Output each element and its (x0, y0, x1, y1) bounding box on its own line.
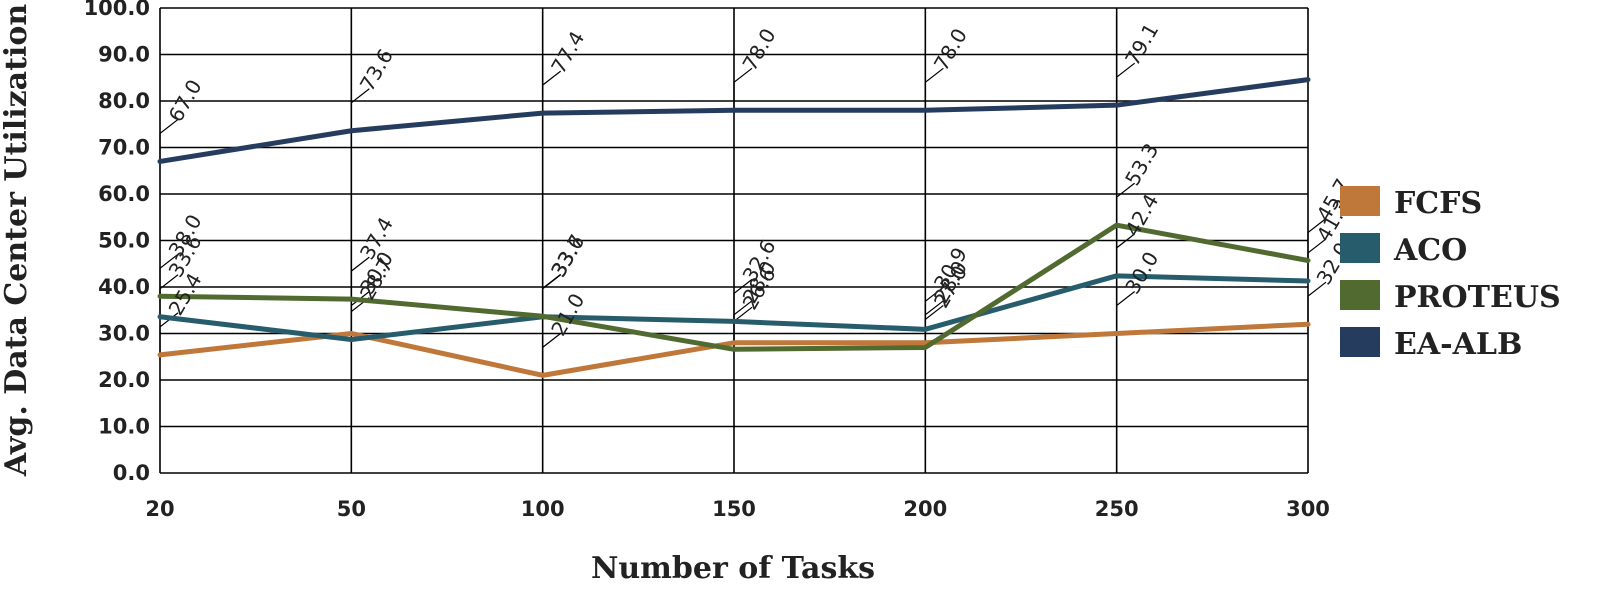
y-tick-label: 0.0 (113, 461, 150, 485)
y-tick-label: 100.0 (84, 0, 150, 20)
data-label-leader (159, 253, 179, 297)
x-axis-title: Number of Tasks (591, 551, 875, 586)
x-tick-label: 200 (903, 497, 947, 521)
legend-label-ea-alb: EA-ALB (1394, 327, 1522, 362)
y-axis-title: Avg. Data Center Utilization (0, 4, 34, 477)
data-label-leader (1116, 182, 1136, 226)
data-label: 77.4 (546, 27, 589, 78)
x-tick-label: 150 (712, 497, 756, 521)
y-tick-label: 30.0 (98, 322, 150, 346)
x-tick-label: 250 (1095, 497, 1139, 521)
data-label-leader (924, 67, 944, 111)
y-tick-label: 10.0 (98, 415, 150, 439)
y-tick-label: 60.0 (98, 182, 150, 206)
series-line-aco (157, 273, 1311, 343)
data-label: 33.7 (546, 230, 589, 281)
legend-swatch-ea-alb (1340, 327, 1380, 357)
data-label-leader (159, 118, 179, 162)
x-tick-label: 20 (145, 497, 174, 521)
data-label: 78.0 (929, 24, 972, 75)
grid (159, 7, 1309, 474)
data-label: 79.1 (1120, 19, 1163, 70)
x-tick-label: 100 (521, 497, 565, 521)
y-tick-label: 50.0 (98, 229, 150, 253)
series-line-fcfs (157, 321, 1311, 378)
y-tick-label: 90.0 (98, 43, 150, 67)
data-label-leader (924, 304, 944, 348)
data-label-leader (733, 67, 753, 111)
data-label: 73.6 (355, 45, 398, 96)
data-label-leader (542, 70, 562, 114)
leader-lines (159, 62, 1327, 376)
legend-label-fcfs: FCFS (1394, 186, 1482, 221)
data-label-leader (542, 273, 562, 317)
series-line-ea-alb (157, 77, 1311, 164)
data-label-leader (350, 256, 370, 300)
y-tick-label: 70.0 (98, 136, 150, 160)
legend-swatch-fcfs (1340, 186, 1380, 216)
data-label-leader (1307, 218, 1327, 261)
legend: FCFS ACO PROTEUS EA-ALB (1340, 186, 1561, 362)
legend-label-proteus: PROTEUS (1394, 280, 1561, 315)
data-label-leader (1116, 62, 1136, 106)
data-label: 30.0 (1120, 247, 1163, 298)
data-label-leader (1116, 291, 1136, 334)
data-label-leader (733, 278, 753, 322)
data-label: 53.3 (1120, 139, 1163, 190)
data-label: 78.0 (738, 24, 781, 75)
data-label-leader (542, 332, 562, 376)
legend-swatch-aco (1340, 233, 1380, 263)
series-lines (157, 77, 1311, 378)
x-tick-label: 50 (337, 497, 366, 521)
series-line-proteus (157, 222, 1311, 352)
y-tick-label: 40.0 (98, 275, 150, 299)
x-tick-label: 300 (1286, 497, 1330, 521)
data-label-leader (1116, 233, 1136, 276)
y-tick-label: 80.0 (98, 89, 150, 113)
legend-label-aco: ACO (1393, 233, 1467, 268)
data-labels: 25.4 30.021.028.0 28.0 30.0 32.033.6 28.7 33.6… (164, 19, 1355, 340)
data-label-leader (350, 88, 370, 131)
y-tick-label: 20.0 (98, 368, 150, 392)
tick-labels: 0.0 10.0 20.0 30.0 40.0 50.0 60.0 70.0 80.0 90.0 1… (84, 0, 1330, 521)
data-label-leader (1307, 281, 1327, 325)
legend-swatch-proteus (1340, 280, 1380, 310)
